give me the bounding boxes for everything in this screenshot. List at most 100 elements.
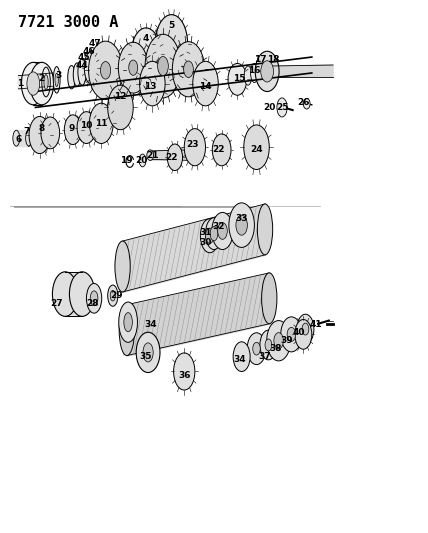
- Ellipse shape: [184, 61, 193, 77]
- Ellipse shape: [295, 319, 312, 349]
- Text: 32: 32: [212, 222, 225, 231]
- Text: 16: 16: [248, 66, 261, 75]
- Polygon shape: [267, 65, 333, 77]
- Text: 10: 10: [80, 122, 92, 131]
- Ellipse shape: [26, 130, 33, 146]
- Text: 35: 35: [140, 352, 152, 361]
- Ellipse shape: [73, 63, 81, 86]
- Ellipse shape: [68, 66, 75, 89]
- Ellipse shape: [233, 342, 250, 372]
- Ellipse shape: [139, 154, 146, 167]
- Ellipse shape: [262, 273, 277, 324]
- Text: 19: 19: [121, 156, 133, 165]
- Ellipse shape: [13, 130, 20, 146]
- Ellipse shape: [147, 150, 154, 160]
- Text: 1: 1: [18, 79, 24, 88]
- Ellipse shape: [101, 62, 111, 79]
- Polygon shape: [18, 73, 52, 89]
- Ellipse shape: [131, 28, 161, 81]
- Ellipse shape: [110, 290, 116, 301]
- Ellipse shape: [89, 103, 113, 143]
- Text: 33: 33: [235, 214, 248, 223]
- Ellipse shape: [184, 128, 205, 166]
- Ellipse shape: [84, 52, 97, 84]
- Polygon shape: [65, 272, 82, 317]
- Polygon shape: [16, 130, 29, 146]
- Ellipse shape: [53, 67, 60, 93]
- Ellipse shape: [30, 62, 54, 105]
- Ellipse shape: [253, 342, 260, 355]
- Text: 22: 22: [165, 154, 178, 163]
- Ellipse shape: [236, 215, 247, 235]
- Text: 38: 38: [269, 344, 282, 353]
- Ellipse shape: [265, 339, 272, 351]
- Ellipse shape: [108, 285, 118, 306]
- Text: 46: 46: [82, 47, 95, 56]
- Text: 31: 31: [199, 228, 212, 237]
- Ellipse shape: [44, 75, 48, 90]
- Ellipse shape: [287, 327, 296, 341]
- Ellipse shape: [90, 291, 98, 306]
- Ellipse shape: [42, 67, 50, 97]
- Ellipse shape: [174, 353, 195, 390]
- Ellipse shape: [69, 272, 95, 317]
- Ellipse shape: [143, 343, 153, 362]
- Text: 17: 17: [255, 55, 267, 64]
- Ellipse shape: [124, 313, 132, 332]
- Ellipse shape: [302, 323, 309, 335]
- Ellipse shape: [86, 284, 102, 313]
- Text: 26: 26: [297, 98, 309, 107]
- Text: 7: 7: [24, 127, 30, 136]
- Ellipse shape: [29, 116, 50, 154]
- Ellipse shape: [281, 317, 302, 352]
- Text: 15: 15: [233, 74, 246, 83]
- Text: 13: 13: [144, 82, 157, 91]
- Ellipse shape: [119, 305, 134, 356]
- Text: 6: 6: [15, 135, 21, 144]
- Ellipse shape: [118, 42, 148, 93]
- Text: 37: 37: [259, 352, 271, 361]
- Ellipse shape: [277, 98, 287, 117]
- Ellipse shape: [244, 66, 252, 85]
- Ellipse shape: [205, 228, 214, 244]
- Ellipse shape: [228, 63, 247, 95]
- Text: 7721 3000 A: 7721 3000 A: [18, 14, 119, 30]
- Ellipse shape: [250, 63, 258, 83]
- Ellipse shape: [167, 144, 182, 171]
- Ellipse shape: [41, 117, 59, 149]
- Text: 20: 20: [136, 156, 148, 165]
- Text: 21: 21: [146, 151, 159, 160]
- Text: 25: 25: [276, 103, 288, 112]
- Ellipse shape: [200, 219, 219, 253]
- Ellipse shape: [267, 320, 291, 361]
- Ellipse shape: [115, 241, 130, 292]
- Ellipse shape: [274, 333, 283, 349]
- Text: 22: 22: [212, 146, 225, 155]
- Ellipse shape: [145, 34, 181, 98]
- Ellipse shape: [261, 61, 273, 82]
- Ellipse shape: [158, 56, 168, 76]
- Ellipse shape: [260, 330, 277, 360]
- Ellipse shape: [257, 204, 273, 255]
- Text: 9: 9: [68, 124, 75, 133]
- Text: 4: 4: [143, 34, 149, 43]
- Text: 3: 3: [56, 71, 62, 80]
- Ellipse shape: [129, 60, 138, 75]
- Text: 41: 41: [310, 320, 322, 329]
- Ellipse shape: [210, 227, 218, 241]
- Text: 14: 14: [199, 82, 212, 91]
- Ellipse shape: [77, 112, 96, 143]
- Text: 20: 20: [263, 103, 276, 112]
- Ellipse shape: [229, 203, 254, 247]
- Text: 24: 24: [250, 146, 263, 155]
- Text: 27: 27: [51, 299, 63, 308]
- Ellipse shape: [244, 125, 269, 169]
- Ellipse shape: [119, 302, 137, 342]
- Text: 11: 11: [95, 119, 107, 128]
- Text: 40: 40: [293, 328, 305, 337]
- Ellipse shape: [172, 42, 205, 97]
- Text: 44: 44: [76, 61, 89, 69]
- Ellipse shape: [193, 61, 218, 106]
- Ellipse shape: [64, 115, 81, 144]
- Polygon shape: [150, 150, 193, 160]
